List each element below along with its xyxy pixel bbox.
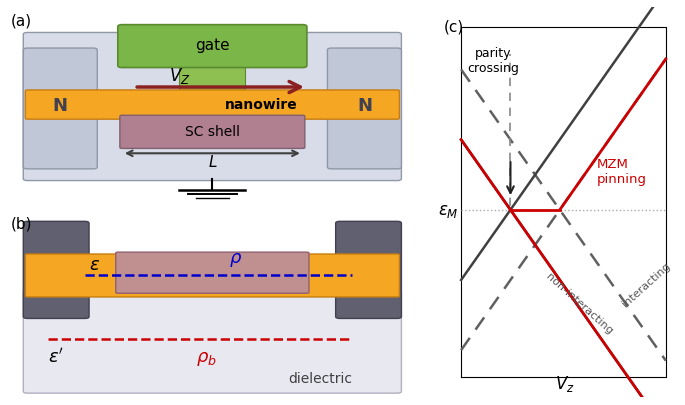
Text: (a): (a) xyxy=(11,14,32,29)
FancyBboxPatch shape xyxy=(327,49,401,169)
FancyBboxPatch shape xyxy=(116,253,309,294)
Text: gate: gate xyxy=(195,38,229,53)
Text: $\rho_b$: $\rho_b$ xyxy=(196,349,216,367)
FancyBboxPatch shape xyxy=(120,116,305,149)
Text: $V_z$: $V_z$ xyxy=(555,373,575,393)
Bar xyxy=(179,64,245,117)
Text: (b): (b) xyxy=(11,216,32,231)
FancyBboxPatch shape xyxy=(118,26,307,68)
Text: N: N xyxy=(53,96,68,114)
Text: dielectric: dielectric xyxy=(288,371,352,385)
Text: (c): (c) xyxy=(444,20,464,35)
Text: $V_Z$: $V_Z$ xyxy=(169,66,190,86)
Text: SC shell: SC shell xyxy=(185,125,240,139)
FancyBboxPatch shape xyxy=(336,222,401,319)
Text: $\epsilon$: $\epsilon$ xyxy=(89,256,100,274)
Text: non-interacting: non-interacting xyxy=(545,271,614,336)
Text: interacting: interacting xyxy=(620,260,672,308)
Text: nanowire: nanowire xyxy=(225,97,298,111)
Text: $L$: $L$ xyxy=(208,153,217,170)
Text: N: N xyxy=(357,96,372,114)
Text: $\epsilon'$: $\epsilon'$ xyxy=(48,346,64,365)
Text: $\rho$: $\rho$ xyxy=(229,250,242,268)
FancyBboxPatch shape xyxy=(23,291,401,393)
Text: $\varepsilon_M$: $\varepsilon_M$ xyxy=(438,201,459,219)
Text: parity
crossing: parity crossing xyxy=(467,47,519,75)
FancyBboxPatch shape xyxy=(23,222,89,319)
FancyBboxPatch shape xyxy=(25,254,399,297)
FancyBboxPatch shape xyxy=(25,91,399,120)
FancyBboxPatch shape xyxy=(23,33,401,181)
FancyBboxPatch shape xyxy=(23,49,97,169)
Text: MZM
pinning: MZM pinning xyxy=(597,158,647,185)
